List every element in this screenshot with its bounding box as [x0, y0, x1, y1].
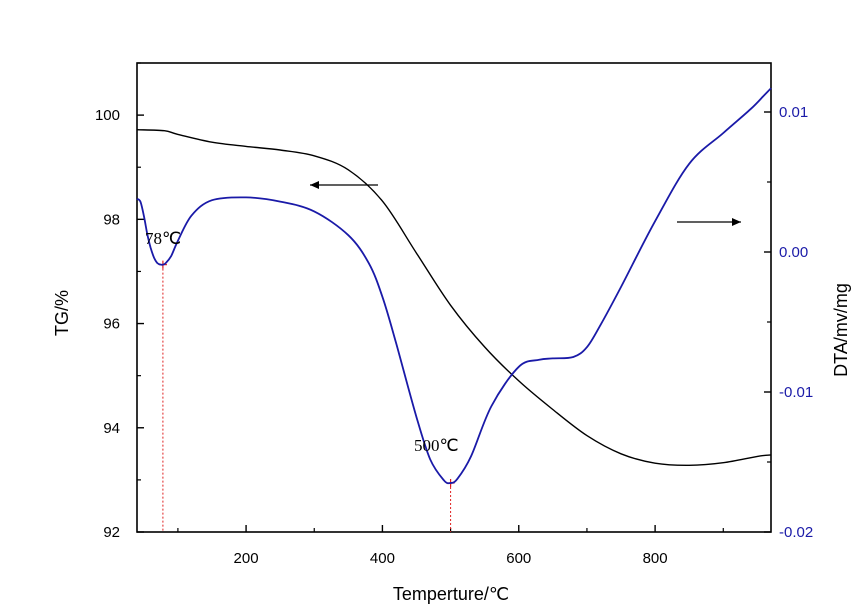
right-y-tick-label: 0.01 [779, 104, 808, 121]
right-y-tick-label: -0.02 [779, 524, 813, 541]
peak-label-500: 500℃ [414, 436, 459, 455]
dta-series-line [136, 87, 772, 485]
right-y-tick-label: 0.00 [779, 244, 808, 261]
x-tick-label: 400 [370, 550, 395, 567]
arrow-left-head [310, 181, 319, 189]
left-y-tick-label: 100 [95, 107, 120, 124]
left-y-tick-label: 98 [103, 211, 120, 228]
left-y-axis-ticks: 92 94 96 98 100 [95, 62, 144, 541]
tg-series-line [136, 129, 772, 467]
right-y-axis-ticks: -0.02 -0.01 0.00 0.01 [764, 104, 813, 541]
plot-frame [136, 62, 772, 533]
left-y-tick-label: 94 [103, 420, 120, 437]
x-axis-title: Temperture/℃ [393, 584, 509, 604]
left-y-tick-label: 96 [103, 316, 120, 333]
x-tick-label: 600 [506, 550, 531, 567]
left-y-tick-label: 92 [103, 524, 120, 541]
right-y-tick-label: -0.01 [779, 384, 813, 401]
left-y-axis-title: TG/% [52, 290, 72, 336]
right-y-axis-title: DTA/mv/mg [831, 283, 851, 377]
arrow-right-head [732, 218, 741, 226]
x-tick-label: 200 [234, 550, 259, 567]
peak-label-78: 78℃ [145, 229, 181, 248]
x-tick-label: 800 [643, 550, 668, 567]
series-layer [136, 87, 772, 485]
arrow-layer [310, 181, 741, 226]
x-axis-ticks: 200 400 600 800 [177, 525, 724, 567]
